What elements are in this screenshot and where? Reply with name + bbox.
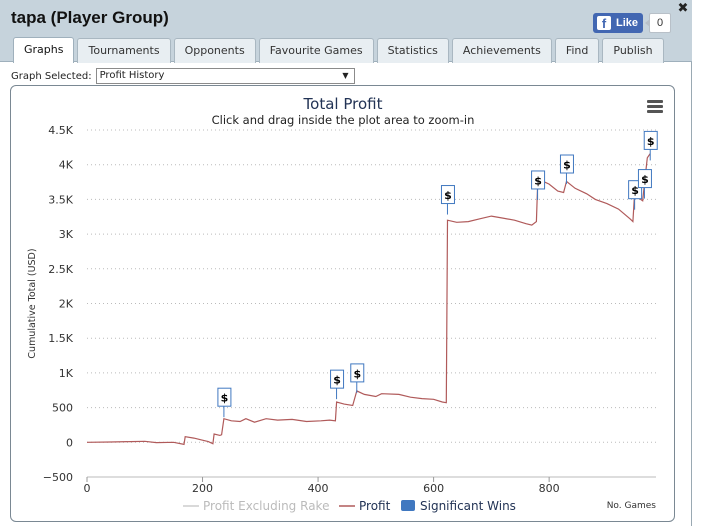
tab-graphs[interactable]: Graphs <box>13 37 75 63</box>
x-tick-label: 600 <box>423 482 444 495</box>
tab-opponents[interactable]: Opponents <box>173 38 256 63</box>
tab-find[interactable]: Find <box>554 38 600 63</box>
facebook-like-label: Like <box>616 17 639 29</box>
tab-tournaments[interactable]: Tournaments <box>77 38 171 63</box>
graph-selector-label: Graph Selected: <box>11 70 92 82</box>
tab-favourite-games[interactable]: Favourite Games <box>258 38 374 63</box>
significant-win-flag[interactable]: $ <box>531 170 546 200</box>
legend-item[interactable]: Significant Wins <box>401 499 516 513</box>
svg-text:$: $ <box>333 374 341 387</box>
y-tick-label: 1K <box>59 367 74 380</box>
facebook-icon: f <box>597 16 611 31</box>
legend-label: Significant Wins <box>420 499 516 513</box>
chart-title: Total Profit <box>303 95 383 113</box>
legend-symbol <box>401 500 415 511</box>
y-tick-label: 3K <box>59 228 74 241</box>
tab-statistics[interactable]: Statistics <box>376 38 449 63</box>
legend-label: Profit <box>359 499 391 513</box>
dropdown-arrow-icon: ▼ <box>342 71 349 80</box>
y-tick-label: 2.5K <box>48 263 73 276</box>
tab-bar: Graphs Tournaments Opponents Favourite G… <box>13 37 664 63</box>
window-title: tapa (Player Group) <box>11 8 169 27</box>
x-tick-label: 400 <box>308 482 329 495</box>
svg-text:$: $ <box>353 367 361 380</box>
y-tick-label: 0 <box>66 436 73 449</box>
svg-text:$: $ <box>534 174 542 187</box>
significant-win-flag[interactable]: $ <box>559 154 574 185</box>
significant-win-flag[interactable]: $ <box>643 130 658 161</box>
facebook-like-button[interactable]: f Like <box>593 13 643 33</box>
tab-publish[interactable]: Publish <box>602 38 664 63</box>
svg-text:$: $ <box>563 159 571 172</box>
graph-selector: Graph Selected: Profit History ▼ <box>11 68 355 84</box>
y-axis-label: Cumulative Total (USD) <box>27 248 38 358</box>
graph-select-dropdown[interactable]: Profit History ▼ <box>95 68 355 84</box>
series-line-profit <box>86 153 651 446</box>
significant-win-flag[interactable]: $ <box>350 363 365 393</box>
svg-text:$: $ <box>444 189 452 202</box>
y-tick-label: −500 <box>43 471 73 484</box>
svg-text:$: $ <box>647 135 655 148</box>
close-icon[interactable]: ✖ <box>677 1 689 16</box>
chart-subtitle: Click and drag inside the plot area to z… <box>212 113 475 127</box>
svg-text:$: $ <box>641 173 649 186</box>
tab-achievements[interactable]: Achievements <box>451 38 552 63</box>
y-tick-label: 2K <box>59 298 74 311</box>
y-tick-label: 1.5K <box>48 332 73 345</box>
x-axis-label: No. Games <box>607 501 657 511</box>
y-tick-label: 4K <box>59 159 74 172</box>
graph-select-value: Profit History <box>99 70 165 81</box>
legend-item[interactable]: Profit <box>339 499 391 513</box>
y-tick-label: 4.5K <box>48 124 73 137</box>
significant-win-flag[interactable]: $ <box>330 369 345 400</box>
significant-win-flag[interactable]: $ <box>637 169 652 199</box>
y-tick-label: 500 <box>52 402 73 415</box>
legend-label: Profit Excluding Rake <box>203 499 329 513</box>
significant-win-flag[interactable]: $ <box>217 387 232 418</box>
x-tick-label: 0 <box>84 482 91 495</box>
significant-win-flag[interactable]: $ <box>440 185 455 215</box>
svg-text:$: $ <box>631 184 639 197</box>
chart-menu-icon[interactable] <box>647 100 663 113</box>
x-tick-label: 800 <box>539 482 560 495</box>
chart-container: Total Profit Click and drag inside the pl… <box>10 85 675 522</box>
facebook-like-count: 0 <box>645 13 671 33</box>
y-tick-label: 3.5K <box>48 193 73 206</box>
svg-text:$: $ <box>221 392 229 405</box>
x-tick-label: 200 <box>192 482 213 495</box>
legend-item[interactable]: Profit Excluding Rake <box>183 499 329 513</box>
